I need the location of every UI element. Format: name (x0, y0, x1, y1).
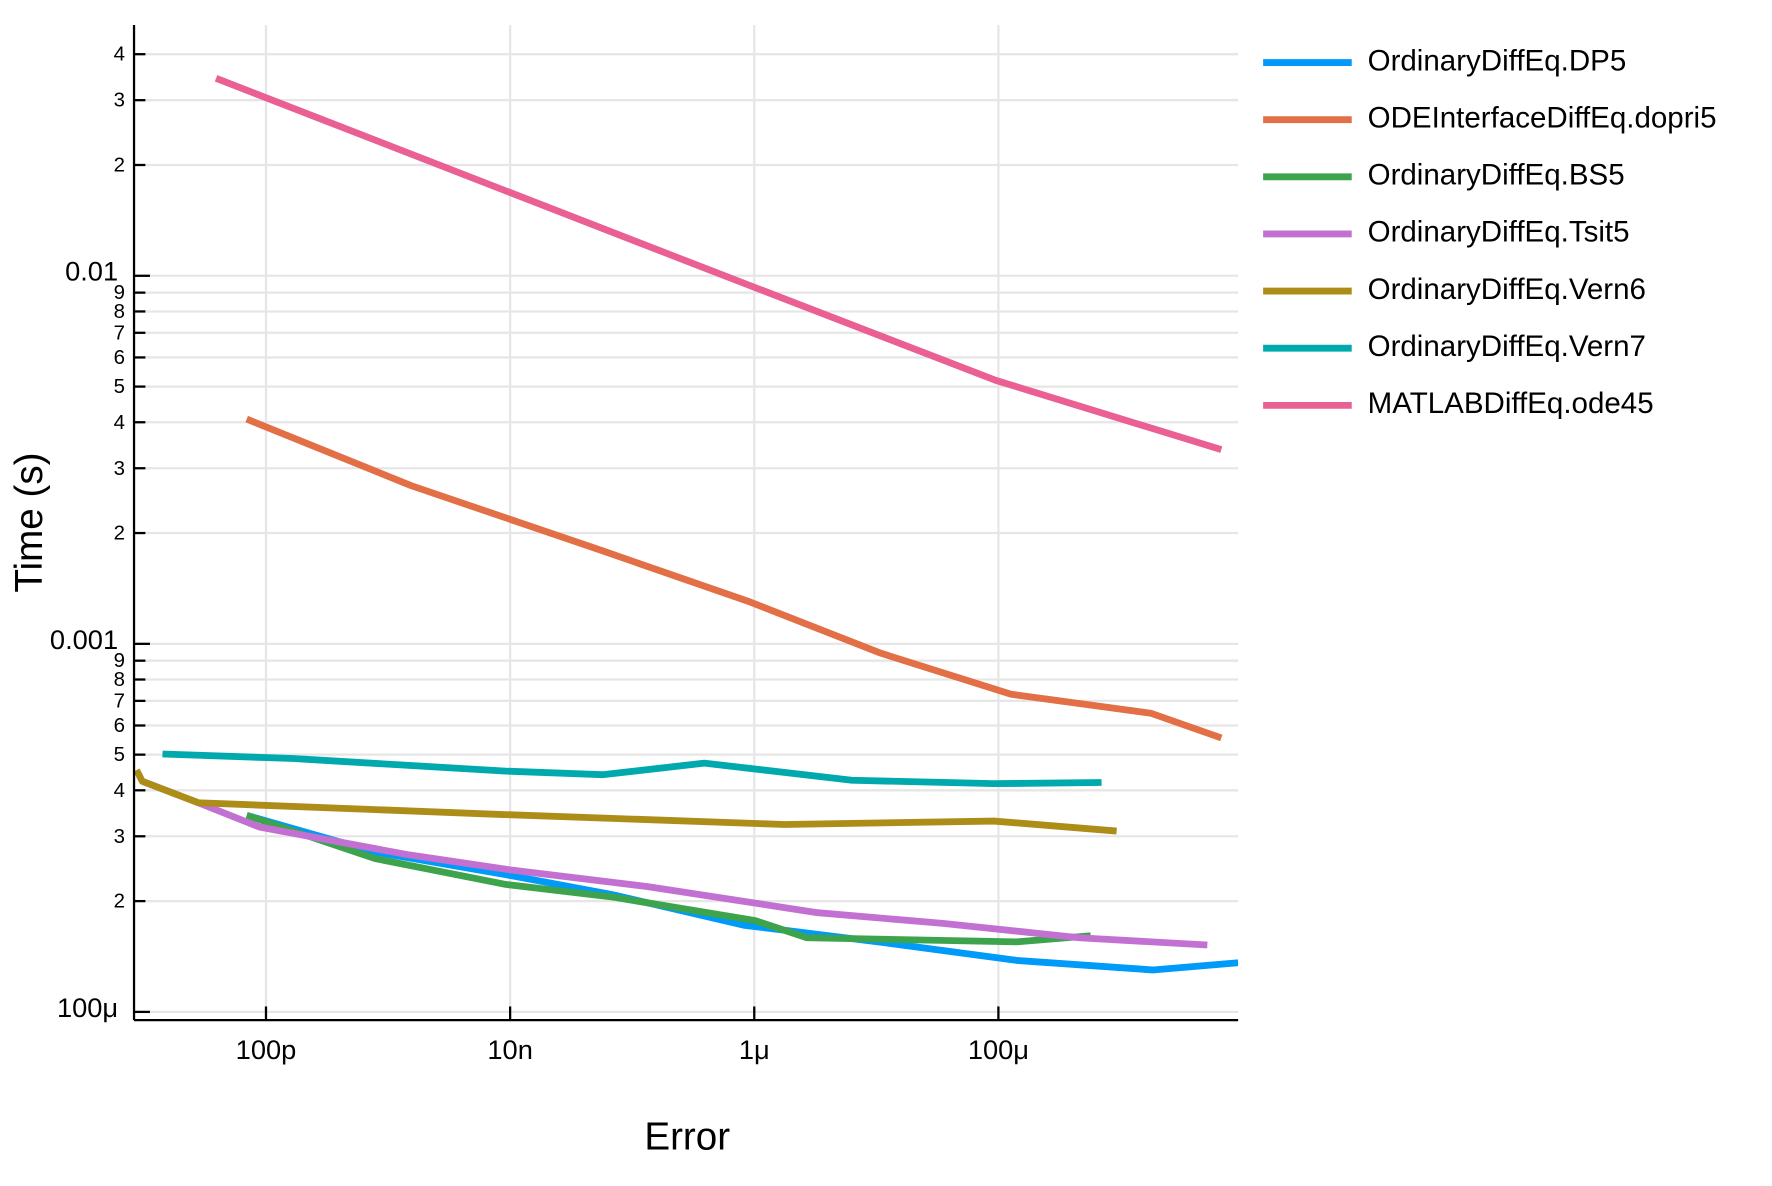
series-line (245, 812, 1239, 974)
y-tick-label: 5 (114, 375, 125, 398)
y-axis-label: Time (s) (8, 453, 51, 593)
grid (134, 25, 1239, 1021)
x-axis-label: Error (644, 1116, 730, 1159)
y-tick-label: 2 (114, 890, 125, 913)
x-tick-label: 100μ (968, 1034, 1029, 1065)
y-tick-label: 2 (114, 522, 125, 545)
y-tick-label: 7 (114, 689, 125, 712)
series-line (245, 415, 1223, 742)
y-tick-label: 6 (114, 714, 125, 737)
legend: OrdinaryDiffEq.DP5 ODEInterfaceDiffEq.dop… (1263, 44, 1717, 420)
y-tick-label: 7 (114, 321, 125, 344)
series-line (214, 75, 1223, 453)
y-tick-label: 3 (114, 89, 125, 112)
legend-label: OrdinaryDiffEq.BS5 (1368, 159, 1625, 192)
legend-label: OrdinaryDiffEq.Vern6 (1368, 273, 1646, 306)
y-tick-label: 0.001 (50, 624, 118, 655)
y-tick-label: 0.01 (65, 256, 118, 287)
x-tick-label: 1μ (739, 1034, 770, 1065)
y-tick-label: 4 (114, 411, 125, 434)
y-tick-label: 5 (114, 743, 125, 766)
y-tick-label: 8 (114, 668, 125, 691)
series-line (134, 768, 1117, 835)
x-tick-label: 100p (236, 1034, 297, 1065)
y-tick-label: 4 (114, 779, 125, 802)
series-line (141, 778, 1208, 949)
y-tick-label: 6 (114, 346, 125, 369)
series-line (162, 750, 1102, 788)
y-tick-label: 8 (114, 300, 125, 323)
y-tick-label: 9 (114, 281, 125, 304)
series-line (245, 812, 1091, 946)
x-tick-label: 10n (487, 1034, 532, 1065)
legend-label: ODEInterfaceDiffEq.dopri5 (1368, 101, 1717, 134)
legend-label: MATLABDiffEq.ode45 (1368, 387, 1654, 420)
y-tick-label: 9 (114, 649, 125, 672)
y-tick-label: 100μ (57, 992, 118, 1023)
legend-label: OrdinaryDiffEq.Vern7 (1368, 330, 1646, 363)
y-tick-label: 2 (114, 154, 125, 177)
y-tick-label: 3 (114, 457, 125, 480)
legend-label: OrdinaryDiffEq.DP5 (1368, 44, 1627, 77)
plot-area (134, 75, 1239, 974)
y-tick-label: 3 (114, 825, 125, 848)
legend-label: OrdinaryDiffEq.Tsit5 (1368, 216, 1630, 249)
y-tick-label: 4 (114, 43, 125, 66)
